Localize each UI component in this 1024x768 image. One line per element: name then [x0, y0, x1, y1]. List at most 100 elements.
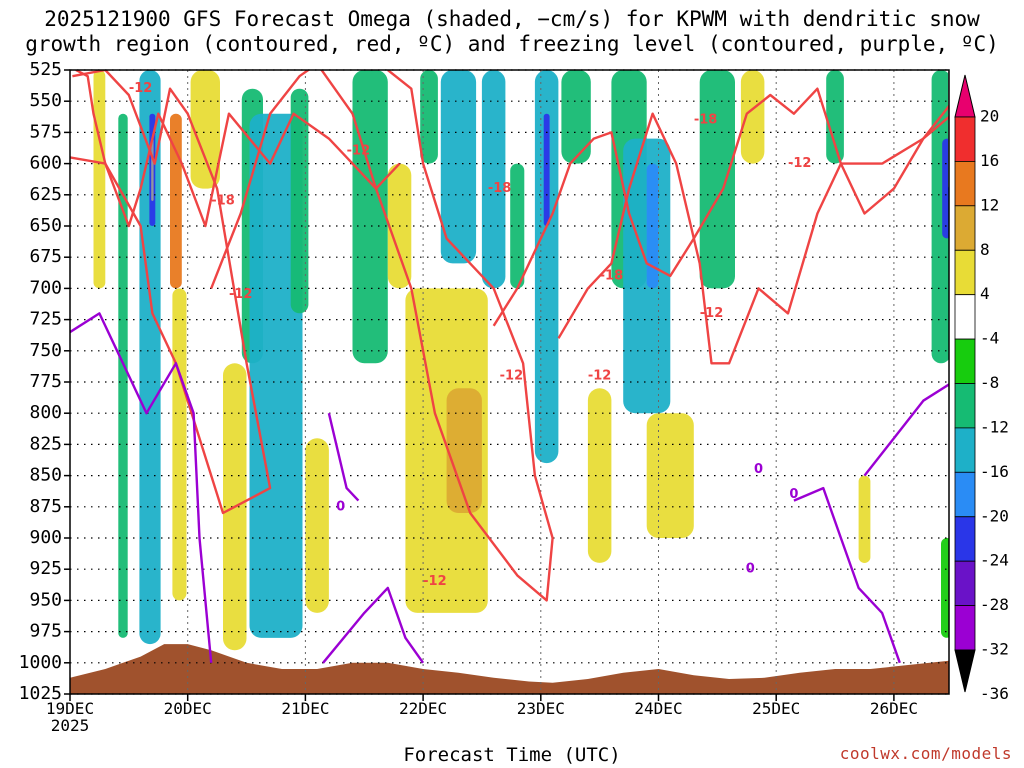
colorbar-band — [954, 383, 976, 429]
contour-label: -12 — [588, 368, 612, 383]
x-tick-label: 24DEC — [634, 699, 682, 718]
y-tick-label: 700 — [29, 277, 62, 298]
x-axis-label: Forecast Time (UTC) — [403, 744, 621, 766]
y-tick-label: 825 — [29, 433, 62, 454]
y-axis-ticks: 525 550 575 600 625 650 675 700 725 750 775 800 825 8… — [19, 59, 70, 704]
colorbar-band — [954, 560, 976, 607]
x-tick-label: 22DEC — [399, 699, 447, 718]
y-tick-label: 725 — [29, 309, 62, 330]
omega-patch — [249, 113, 303, 638]
y-tick-label: 1000 — [19, 652, 62, 673]
freezing-contour — [327, 412, 360, 502]
y-tick-label: 900 — [29, 527, 62, 548]
freezing-contour — [863, 382, 949, 477]
freezing-contour — [70, 312, 213, 663]
colorbar-band — [954, 294, 976, 340]
dgz-contour — [210, 70, 554, 602]
colorbar-tick-label: -28 — [980, 595, 1009, 614]
omega-patch — [172, 288, 187, 601]
y-tick-label: 1025 — [19, 683, 62, 704]
dgz-contour — [75, 70, 401, 228]
omega-patch — [305, 438, 329, 613]
y-tick-label: 525 — [29, 59, 62, 80]
colorbar-tick-label: -24 — [980, 551, 1009, 570]
colorbar-tick-label: -16 — [980, 462, 1009, 481]
contour-label: 0 — [754, 462, 763, 477]
colorbar: 20 16 12 8 4 -4 -8 -12 -16 -20 -24 -28 -32 -36 — [954, 74, 1009, 703]
colorbar-tick-label: 16 — [980, 151, 999, 170]
y-tick-label: 575 — [29, 121, 62, 142]
colorbar-band — [954, 160, 976, 207]
colorbar-tick-label: -4 — [980, 329, 999, 348]
credit-text[interactable]: coolwx.com/models — [839, 744, 1012, 763]
contours — [70, 70, 949, 664]
colorbar-tick-label: 12 — [980, 195, 999, 214]
colorbar-tick-label: 20 — [980, 107, 999, 126]
colorbar-band — [954, 338, 976, 384]
colorbar-tick-label: 4 — [980, 284, 990, 303]
omega-patch — [740, 70, 765, 164]
omega-patch — [190, 70, 220, 189]
y-tick-label: 675 — [29, 246, 62, 267]
contour-label: -12 — [700, 306, 724, 321]
contour-label: -18 — [694, 112, 718, 127]
omega-patch — [440, 70, 477, 264]
x-tick-label: 26DEC — [870, 699, 918, 718]
colorbar-tick-label: -20 — [980, 506, 1009, 525]
omega-patch — [826, 70, 844, 164]
colorbar-tick-label: -32 — [980, 640, 1009, 659]
colorbar-band — [954, 427, 976, 473]
y-tick-label: 775 — [29, 371, 62, 392]
y-tick-label: 600 — [29, 153, 62, 174]
colorbar-tick-label: -12 — [980, 417, 1009, 436]
y-tick-label: 875 — [29, 496, 62, 517]
contour-label: -12 — [229, 287, 253, 302]
contour-label: 0 — [789, 487, 798, 502]
y-tick-label: 975 — [29, 621, 62, 642]
freezing-contour — [793, 486, 901, 664]
colorbar-band — [954, 116, 976, 162]
contour-label: -12 — [788, 156, 812, 171]
x-tick-label: 25DEC — [752, 699, 800, 718]
contour-label: -12 — [347, 144, 371, 159]
contour-label: -12 — [500, 368, 524, 383]
omega-patch — [942, 138, 949, 239]
freezing-contour — [322, 586, 425, 664]
chart-title-line1: 2025121900 GFS Forecast Omega (shaded, −… — [44, 7, 980, 31]
omega-patch — [561, 70, 591, 164]
contour-label: -12 — [129, 81, 153, 96]
omega-patch — [587, 388, 612, 563]
contour-label: -12 — [423, 574, 447, 589]
chart-title-line2: growth region (contoured, red, ºC) and f… — [25, 32, 999, 56]
x-tick-label: 21DEC — [281, 699, 329, 718]
contour-label: 0 — [746, 562, 755, 577]
colorbar-bottom-arrow — [954, 649, 976, 693]
omega-patch — [481, 70, 506, 289]
dgz-contour — [70, 70, 272, 515]
omega-patch — [858, 475, 871, 563]
terrain-area — [70, 644, 949, 694]
y-tick-label: 625 — [29, 184, 62, 205]
omega-patch — [446, 388, 482, 513]
y-tick-label: 650 — [29, 215, 62, 236]
x-tick-label: 19DEC — [46, 699, 94, 718]
colorbar-band — [954, 471, 976, 518]
y-tick-label: 750 — [29, 340, 62, 361]
y-tick-label: 850 — [29, 465, 62, 486]
colorbar-band — [954, 605, 976, 651]
contour-label: -18 — [488, 181, 512, 196]
omega-patch — [510, 163, 525, 289]
omega-patch — [420, 70, 438, 164]
y-tick-label: 800 — [29, 402, 62, 423]
colorbar-top-arrow — [954, 74, 976, 118]
omega-patch — [699, 70, 735, 289]
contour-label: -18 — [600, 268, 624, 283]
omega-shading — [93, 70, 949, 651]
y-tick-label: 950 — [29, 589, 62, 610]
x-tick-label: 23DEC — [517, 699, 565, 718]
omega-patch — [941, 538, 949, 638]
omega-patch — [151, 138, 154, 201]
x-tick-sublabel: 2025 — [51, 716, 90, 735]
